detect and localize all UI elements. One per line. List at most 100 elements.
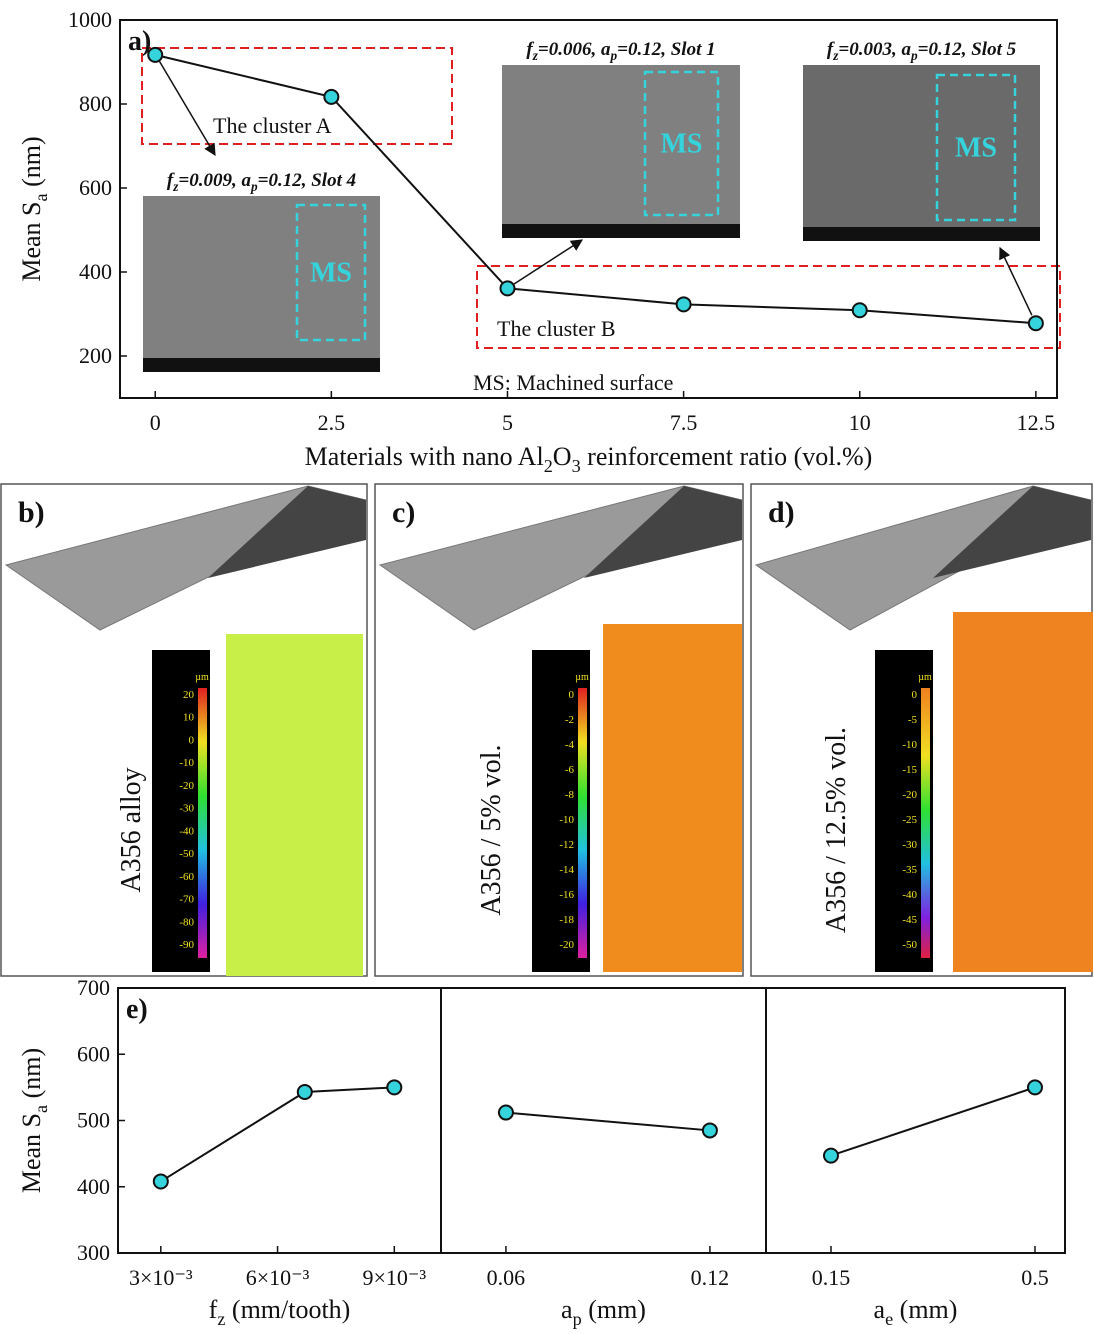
label-part: z bbox=[217, 1309, 225, 1329]
inset-caption: fz=0.006, ap=0.12, Slot 1 bbox=[526, 39, 715, 63]
data-point bbox=[296, 1084, 313, 1101]
panel-label: c) bbox=[392, 496, 415, 529]
colorbar-tick-label: 20 bbox=[183, 689, 195, 701]
ms-box bbox=[643, 70, 720, 217]
sem-info-bar bbox=[502, 224, 740, 238]
y-tick-label: 600 bbox=[79, 175, 112, 200]
height-map bbox=[953, 612, 1093, 972]
ms-box bbox=[935, 73, 1017, 222]
label-part: =0.12, Slot 4 bbox=[258, 170, 356, 191]
label-part: f bbox=[827, 39, 835, 60]
inset-caption: fz=0.003, ap=0.12, Slot 5 bbox=[827, 39, 1017, 63]
label-part: (mm) bbox=[893, 1295, 957, 1324]
y-tick-label: 1000 bbox=[68, 7, 112, 32]
colorbar-tick-label: -12 bbox=[559, 839, 574, 851]
colorbar-tick-label: -90 bbox=[179, 939, 194, 951]
colorbar bbox=[198, 688, 207, 958]
colorbar-tick-label: -10 bbox=[559, 814, 574, 826]
x-tick-label: 2.5 bbox=[318, 410, 346, 435]
colorbar-tick-label: 10 bbox=[183, 712, 195, 724]
y-tick-label: 500 bbox=[77, 1108, 110, 1133]
colorbar-unit: µm bbox=[575, 672, 589, 683]
sem-image bbox=[143, 196, 380, 372]
panel-label: a) bbox=[128, 26, 151, 57]
x-tick-label: 10 bbox=[849, 410, 871, 435]
x-axis-label: Materials with nano Al2O3 reinforcement … bbox=[305, 442, 873, 476]
x-tick-label: 12.5 bbox=[1017, 410, 1056, 435]
x-tick-label: 3×10⁻³ bbox=[129, 1265, 193, 1290]
y-tick-label: 700 bbox=[77, 975, 110, 1000]
cluster-b-box bbox=[476, 265, 1061, 349]
plot-frame bbox=[117, 987, 442, 1254]
colorbar-unit: µm bbox=[918, 672, 932, 683]
panel-label: d) bbox=[768, 496, 795, 529]
inset-caption: fz=0.009, ap=0.12, Slot 4 bbox=[167, 170, 356, 194]
panel-frame bbox=[374, 483, 744, 977]
colorbar-tick-label: -6 bbox=[565, 764, 575, 776]
colorbar-tick-label: -15 bbox=[902, 764, 917, 776]
colorbar-tick-label: -50 bbox=[179, 848, 194, 860]
data-point bbox=[1026, 1079, 1043, 1096]
colorbar-tick-label: -40 bbox=[179, 825, 194, 837]
colorbar-tick-label: -14 bbox=[559, 864, 574, 876]
colorbar-tick-label: -25 bbox=[902, 814, 917, 826]
data-point bbox=[499, 280, 516, 297]
surface-side bbox=[208, 486, 366, 578]
data-point bbox=[701, 1122, 718, 1139]
colorbar-tick-label: -80 bbox=[179, 916, 194, 928]
data-point bbox=[323, 88, 340, 105]
label-part: Mean S bbox=[17, 1113, 46, 1193]
label-part: (mm) bbox=[582, 1295, 646, 1324]
data-line bbox=[154, 53, 1036, 325]
data-point bbox=[386, 1079, 403, 1096]
cluster-a-box bbox=[141, 47, 453, 145]
panel-label: b) bbox=[18, 496, 45, 529]
colorbar-tick-label: 0 bbox=[189, 734, 195, 746]
data-point bbox=[152, 1173, 169, 1190]
x-axis-label: ap (mm) bbox=[561, 1295, 646, 1329]
colorbar bbox=[578, 688, 587, 958]
colorbar-tick-label: -10 bbox=[179, 757, 194, 769]
data-point bbox=[147, 46, 164, 63]
arrow bbox=[158, 60, 216, 157]
plot-frame bbox=[119, 19, 1058, 399]
label-part: (mm/tooth) bbox=[225, 1295, 350, 1324]
x-tick-label: 5 bbox=[502, 410, 513, 435]
colorbar-tick-label: -8 bbox=[565, 789, 575, 801]
x-tick-label: 0.12 bbox=[691, 1265, 730, 1290]
data-point bbox=[497, 1104, 514, 1121]
ms-box bbox=[295, 203, 367, 342]
sem-image bbox=[803, 65, 1040, 241]
label-part: a bbox=[31, 193, 51, 201]
colorbar-tick-label: -45 bbox=[902, 914, 917, 926]
surface-side bbox=[933, 486, 1091, 578]
height-map bbox=[226, 634, 363, 976]
data-point bbox=[822, 1147, 839, 1164]
x-tick-label: 7.5 bbox=[670, 410, 698, 435]
data-point bbox=[851, 302, 868, 319]
y-axis-label: Mean Sa (nm) bbox=[17, 136, 51, 281]
label-part: z bbox=[832, 48, 839, 63]
x-axis-label: ae (mm) bbox=[874, 1295, 958, 1329]
colorbar-tick-label: -16 bbox=[559, 889, 574, 901]
data-point bbox=[675, 296, 692, 313]
colorbar-tick-label: -18 bbox=[559, 914, 574, 926]
colorbar bbox=[921, 688, 930, 958]
colorbar-tick-label: -5 bbox=[908, 714, 918, 726]
label-part: =0.006, a bbox=[538, 39, 611, 60]
label-part: reinforcement ratio (vol.%) bbox=[581, 442, 873, 471]
label-part: 3 bbox=[572, 456, 581, 476]
label-part: p bbox=[910, 48, 918, 63]
panel-label: e) bbox=[126, 994, 148, 1025]
cluster-boxes bbox=[141, 47, 1061, 349]
colorbar-tick-label: -2 bbox=[565, 714, 574, 726]
sample-label: A356 alloy bbox=[116, 767, 147, 892]
y-tick-label: 200 bbox=[79, 343, 112, 368]
label-part: p bbox=[250, 179, 258, 194]
y-axis-label: Mean Sa (nm) bbox=[17, 1048, 51, 1193]
label-part: a bbox=[874, 1295, 886, 1324]
sem-info-bar bbox=[803, 227, 1040, 241]
arrow bbox=[999, 246, 1033, 316]
y-tick-label: 400 bbox=[79, 259, 112, 284]
ms-label: MS bbox=[955, 133, 997, 164]
